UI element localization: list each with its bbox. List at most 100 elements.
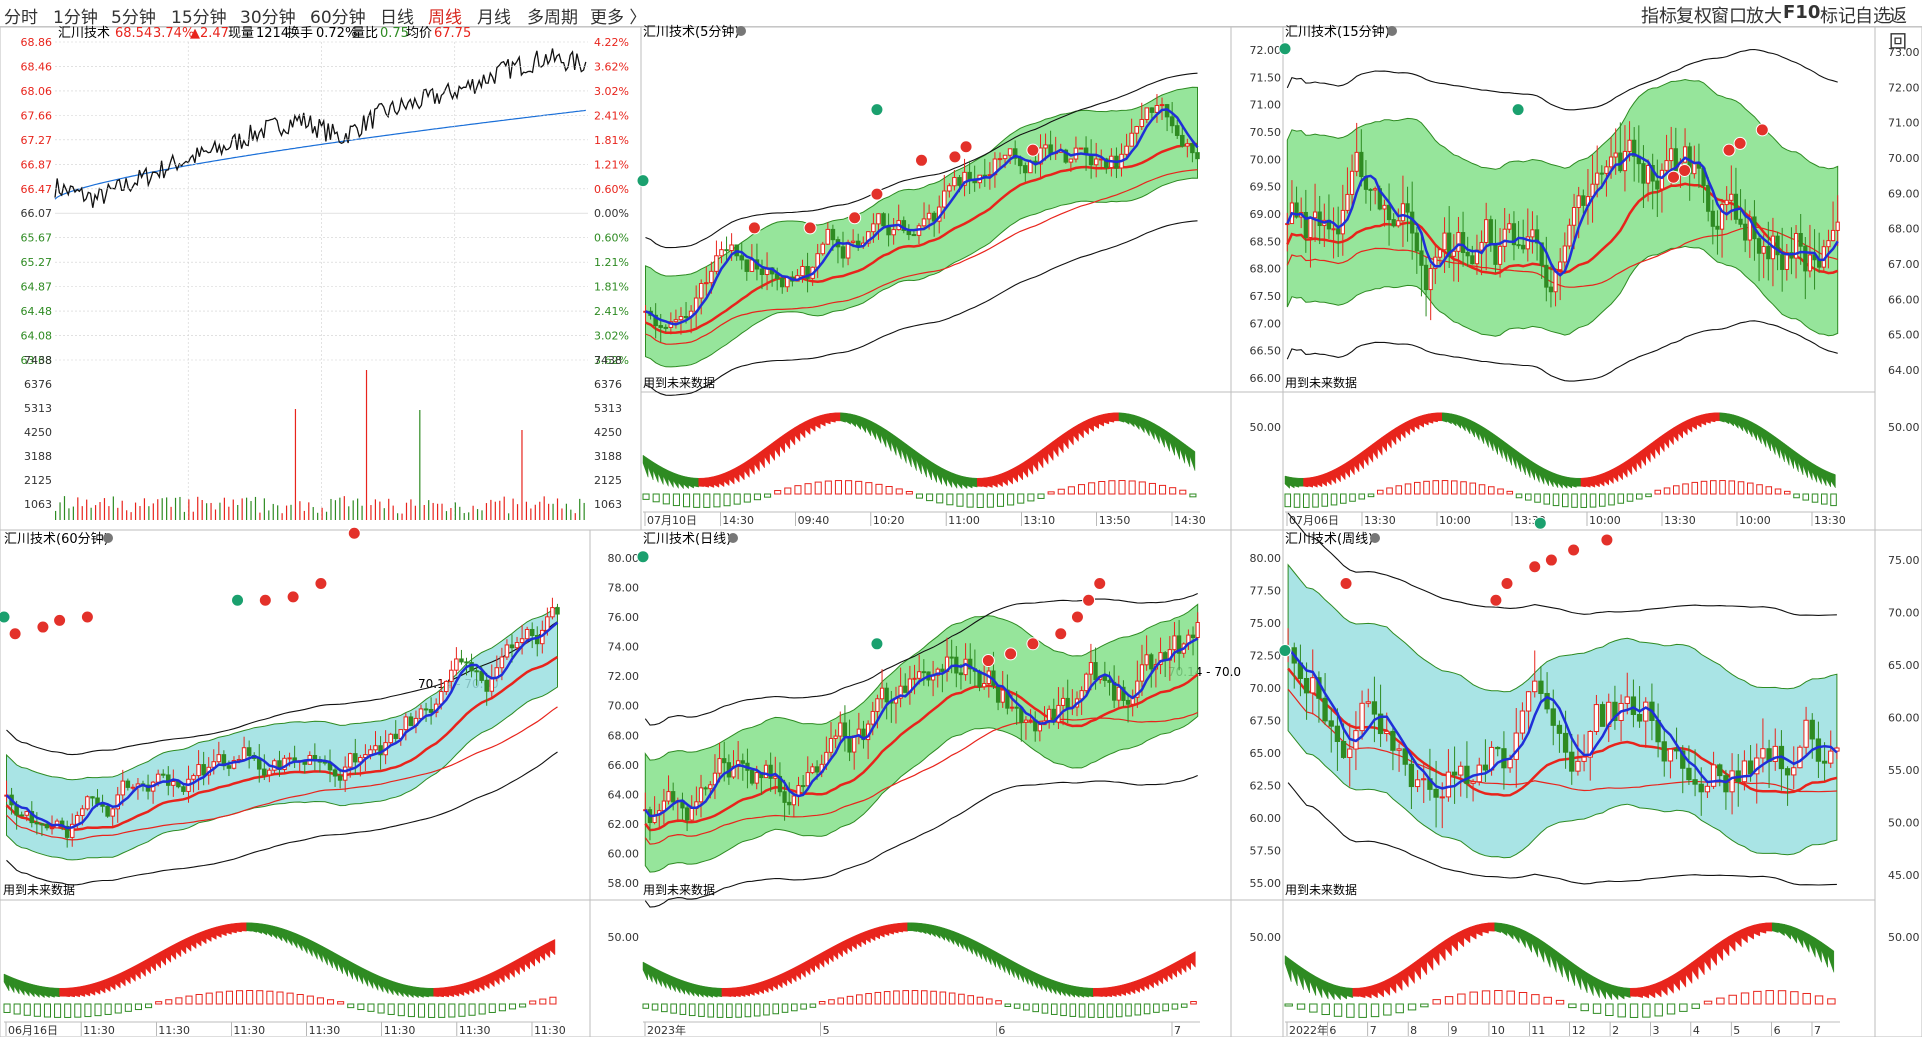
indicator-button[interactable]: 指标 xyxy=(1641,6,1677,27)
histogram-bar xyxy=(64,1003,72,1018)
price-axis-label: 62.50 xyxy=(1250,780,1282,793)
period-tab-15min[interactable]: 15分钟 xyxy=(171,8,227,28)
histogram-bar xyxy=(893,990,900,1005)
chevron-down-icon[interactable] xyxy=(728,533,738,543)
watchlist-button[interactable]: 自选 xyxy=(1855,6,1891,27)
period-tab-day[interactable]: 日线 xyxy=(380,8,414,28)
oscillator-ribbon xyxy=(890,432,897,456)
zoom-button[interactable]: 放大 xyxy=(1746,6,1782,27)
oscillator-ribbon xyxy=(1714,412,1720,422)
period-tab-5min[interactable]: 5分钟 xyxy=(111,8,156,28)
period-tab-1min[interactable]: 1分钟 xyxy=(53,8,98,28)
oscillator-ribbon xyxy=(684,980,690,997)
sell-signal-icon xyxy=(1544,553,1558,567)
candle-body xyxy=(155,773,161,783)
volume-bar xyxy=(183,511,186,520)
chevron-down-icon[interactable] xyxy=(103,533,113,543)
histogram-bar xyxy=(1017,493,1025,504)
price-axis-label: 70.00 xyxy=(608,700,640,713)
oscillator-ribbon xyxy=(488,971,495,988)
candle-body xyxy=(226,765,232,769)
candle-body xyxy=(1336,228,1341,235)
histogram-bar xyxy=(1802,493,1810,501)
window-button[interactable]: 窗口 xyxy=(1711,6,1747,27)
oscillator-ribbon xyxy=(1488,922,1495,932)
period-tab-multi[interactable]: 多周期 xyxy=(527,8,578,28)
oscillator-ribbon xyxy=(1741,926,1748,944)
panel-title-60min[interactable]: 汇川技术(60分钟) xyxy=(4,531,109,547)
oscillator-ribbon xyxy=(236,922,242,933)
price-axis-label: 72.50 xyxy=(1250,650,1282,663)
volume-bar xyxy=(397,513,399,520)
histogram-bar xyxy=(874,991,882,1005)
candle-body xyxy=(703,787,708,790)
candle-body xyxy=(1632,139,1637,157)
candle-body xyxy=(388,733,393,744)
oscillator-ribbon xyxy=(1120,983,1126,996)
histogram-bar xyxy=(438,1003,446,1018)
chevron-down-icon[interactable] xyxy=(736,26,746,36)
candle-body xyxy=(875,698,880,712)
oscillator-ribbon xyxy=(150,954,156,972)
candle-body xyxy=(246,747,252,756)
volume-bar xyxy=(197,496,199,520)
histogram-bar xyxy=(986,493,994,508)
intraday-panel[interactable]: 汇川技术 68.54 3.74% ▲2.47 现量 1214 换手 0.72% … xyxy=(21,26,629,520)
volume-bar xyxy=(556,498,559,520)
histogram-bar xyxy=(1589,493,1597,508)
histogram-bar xyxy=(683,493,691,508)
period-tab-week[interactable]: 周线 xyxy=(428,8,462,28)
candle-body xyxy=(1060,697,1066,706)
price-axis-label: 66.47 xyxy=(21,183,53,196)
candle-body xyxy=(1612,701,1618,721)
mark-button[interactable]: 标记 xyxy=(1820,6,1856,27)
oscillator-ribbon xyxy=(1002,470,1008,487)
f10-button[interactable]: F10 xyxy=(1783,2,1821,23)
panel-title-week[interactable]: 汇川技术(周线) xyxy=(1285,532,1373,547)
histogram-bar xyxy=(1642,1003,1651,1018)
candle-body xyxy=(962,171,967,186)
period-toolbar: 分时 1分钟 5分钟 15分钟 30分钟 60分钟 日线 周线 月线 多周期 更… xyxy=(0,0,1922,53)
histogram-bar xyxy=(1645,493,1652,498)
oscillator-ribbon xyxy=(1770,433,1776,455)
period-tab-more[interactable]: 更多 〉 xyxy=(590,8,647,28)
candle-body xyxy=(1562,245,1567,263)
candle-body xyxy=(1664,160,1669,171)
candle-body xyxy=(1043,144,1048,149)
panel-title-15min[interactable]: 汇川技术(15分钟) xyxy=(1285,24,1390,40)
candle-body xyxy=(1569,751,1575,772)
oscillator-ribbon xyxy=(418,987,424,998)
volume-bar xyxy=(485,503,488,520)
volume-bar xyxy=(308,502,310,520)
chevron-down-icon[interactable] xyxy=(1370,533,1380,543)
volume-bar xyxy=(214,509,217,520)
period-tab-month[interactable]: 月线 xyxy=(477,8,511,28)
period-tab-60min[interactable]: 60分钟 xyxy=(310,8,366,28)
period-tab-fenshi[interactable]: 分时 xyxy=(4,8,38,28)
oscillator-ribbon xyxy=(1469,419,1475,438)
candle-body xyxy=(1479,241,1484,251)
oscillator-ribbon xyxy=(1474,421,1480,441)
period-tab-30min[interactable]: 30分钟 xyxy=(240,8,296,28)
panel-title-5min[interactable]: 汇川技术(5分钟) xyxy=(643,24,739,40)
chevron-down-icon[interactable] xyxy=(1387,26,1397,36)
oscillator-ribbon xyxy=(463,981,470,996)
candle-body xyxy=(855,240,861,247)
price-axis-label: 67.00 xyxy=(1250,317,1282,330)
oscillator-ribbon xyxy=(1420,952,1428,976)
candle-body xyxy=(489,677,495,692)
oscillator-ribbon xyxy=(1037,973,1043,992)
histogram-bar xyxy=(707,1003,715,1018)
histogram-bar xyxy=(428,1003,436,1018)
back-button[interactable]: 返回 xyxy=(1889,6,1907,53)
volume-bar xyxy=(59,502,61,520)
histogram-bar xyxy=(1543,493,1551,505)
oscillator-ribbon xyxy=(1017,462,1024,481)
adjust-button[interactable]: 复权 xyxy=(1676,6,1712,27)
candle-body xyxy=(1180,134,1185,147)
candle-body xyxy=(171,780,176,786)
panel-title-day[interactable]: 汇川技术(日线) xyxy=(643,532,731,547)
candle-body xyxy=(1548,286,1554,293)
candle-body xyxy=(833,735,838,740)
volume-bar xyxy=(414,505,416,520)
